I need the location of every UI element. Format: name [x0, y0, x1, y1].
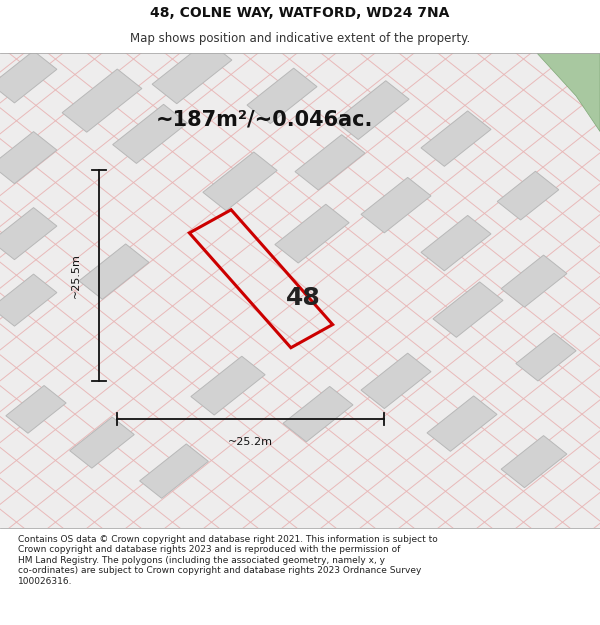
Polygon shape [191, 356, 265, 415]
Text: Map shows position and indicative extent of the property.: Map shows position and indicative extent… [130, 32, 470, 45]
Polygon shape [0, 274, 57, 326]
Polygon shape [497, 171, 559, 220]
Polygon shape [361, 353, 431, 409]
Polygon shape [70, 417, 134, 468]
Text: 48, COLNE WAY, WATFORD, WD24 7NA: 48, COLNE WAY, WATFORD, WD24 7NA [151, 6, 449, 20]
Polygon shape [275, 204, 349, 263]
Polygon shape [421, 216, 491, 271]
Polygon shape [247, 68, 317, 124]
Polygon shape [0, 51, 57, 103]
Polygon shape [501, 436, 567, 488]
Polygon shape [295, 134, 365, 190]
Polygon shape [140, 444, 208, 498]
Polygon shape [433, 282, 503, 338]
Polygon shape [0, 132, 57, 184]
Polygon shape [516, 333, 576, 381]
Polygon shape [113, 104, 187, 163]
Text: Contains OS data © Crown copyright and database right 2021. This information is : Contains OS data © Crown copyright and d… [18, 535, 438, 586]
Polygon shape [335, 81, 409, 139]
Text: ~187m²/~0.046ac.: ~187m²/~0.046ac. [155, 109, 373, 129]
Polygon shape [361, 177, 431, 233]
Polygon shape [427, 396, 497, 451]
Polygon shape [203, 152, 277, 211]
Polygon shape [62, 69, 142, 132]
Text: ~25.2m: ~25.2m [228, 437, 273, 447]
Polygon shape [283, 386, 353, 442]
Polygon shape [501, 255, 567, 307]
Text: 48: 48 [286, 286, 320, 310]
Polygon shape [0, 208, 57, 259]
Polygon shape [152, 41, 232, 104]
Polygon shape [537, 53, 600, 131]
Polygon shape [421, 111, 491, 166]
Polygon shape [6, 386, 66, 433]
Polygon shape [79, 244, 149, 299]
Text: ~25.5m: ~25.5m [71, 253, 81, 298]
